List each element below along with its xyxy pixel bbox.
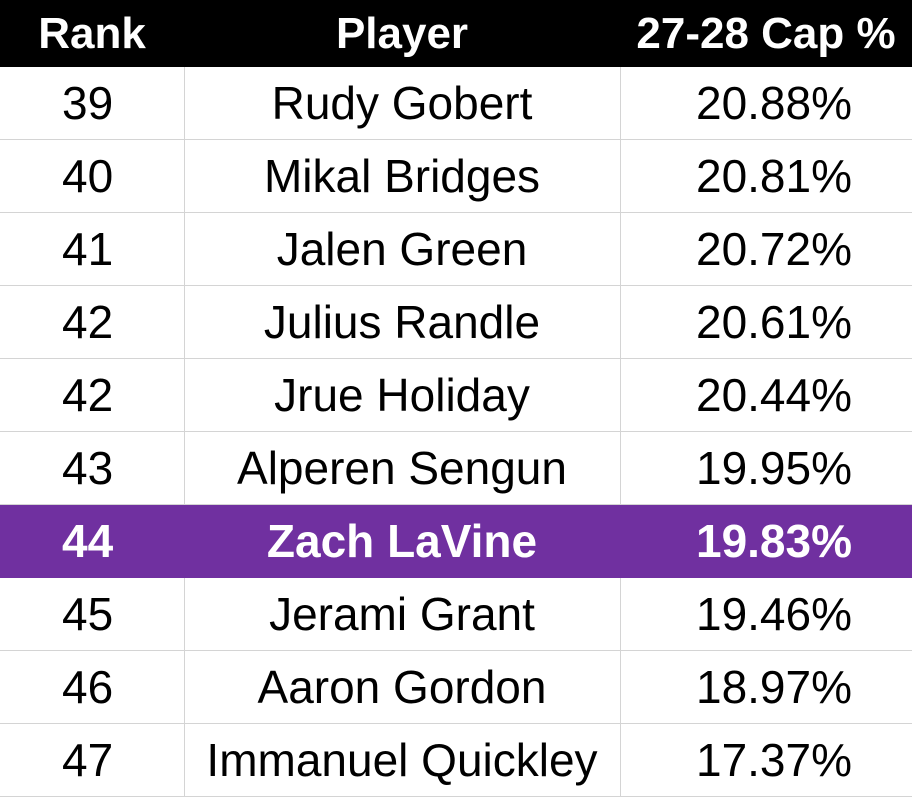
table-row[interactable]: 43 Alperen Sengun 19.95%: [0, 431, 912, 505]
player-cell[interactable]: Aaron Gordon: [184, 650, 621, 724]
rank-cell[interactable]: 44: [0, 504, 185, 578]
table-row[interactable]: 42 Julius Randle 20.61%: [0, 285, 912, 359]
rank-cell[interactable]: 42: [0, 358, 185, 432]
table-row[interactable]: 41 Jalen Green 20.72%: [0, 212, 912, 286]
table-row-highlighted[interactable]: 44 Zach LaVine 19.83%: [0, 504, 912, 578]
cap-percent-cell[interactable]: 18.97%: [620, 650, 912, 724]
table-row[interactable]: 47 Immanuel Quickley 17.37%: [0, 723, 912, 797]
header-cap-percent[interactable]: 27-28 Cap %: [620, 0, 912, 67]
cap-percent-cell[interactable]: 20.88%: [620, 67, 912, 140]
table-row[interactable]: 42 Jrue Holiday 20.44%: [0, 358, 912, 432]
header-player[interactable]: Player: [184, 0, 620, 67]
player-cell[interactable]: Zach LaVine: [184, 504, 621, 578]
rank-cell[interactable]: 40: [0, 139, 185, 213]
cap-percent-cell[interactable]: 19.95%: [620, 431, 912, 505]
rank-cell[interactable]: 42: [0, 285, 185, 359]
rank-cell[interactable]: 47: [0, 723, 185, 797]
rank-cell[interactable]: 46: [0, 650, 185, 724]
player-cell[interactable]: Julius Randle: [184, 285, 621, 359]
cap-percent-cell[interactable]: 20.61%: [620, 285, 912, 359]
table-row[interactable]: 46 Aaron Gordon 18.97%: [0, 650, 912, 724]
player-cell[interactable]: Alperen Sengun: [184, 431, 621, 505]
table-row[interactable]: 40 Mikal Bridges 20.81%: [0, 139, 912, 213]
header-rank[interactable]: Rank: [0, 0, 184, 67]
table-header: Rank Player 27-28 Cap %: [0, 0, 912, 67]
rank-cell[interactable]: 45: [0, 577, 185, 651]
table-row[interactable]: 39 Rudy Gobert 20.88%: [0, 67, 912, 140]
cap-percent-cell[interactable]: 17.37%: [620, 723, 912, 797]
player-cell[interactable]: Jalen Green: [184, 212, 621, 286]
table-body: 39 Rudy Gobert 20.88% 40 Mikal Bridges 2…: [0, 67, 912, 797]
player-cell[interactable]: Mikal Bridges: [184, 139, 621, 213]
cap-percent-cell[interactable]: 19.83%: [620, 504, 912, 578]
player-cell[interactable]: Jerami Grant: [184, 577, 621, 651]
rank-cell[interactable]: 41: [0, 212, 185, 286]
player-cell[interactable]: Immanuel Quickley: [184, 723, 621, 797]
header-row: Rank Player 27-28 Cap %: [0, 0, 912, 67]
cap-percent-cell[interactable]: 20.44%: [620, 358, 912, 432]
player-cell[interactable]: Rudy Gobert: [184, 67, 621, 140]
rank-cell[interactable]: 39: [0, 67, 185, 140]
table-row[interactable]: 45 Jerami Grant 19.46%: [0, 577, 912, 651]
player-cell[interactable]: Jrue Holiday: [184, 358, 621, 432]
cap-percent-cell[interactable]: 20.72%: [620, 212, 912, 286]
cap-percent-cell[interactable]: 19.46%: [620, 577, 912, 651]
cap-percent-cell[interactable]: 20.81%: [620, 139, 912, 213]
rank-cell[interactable]: 43: [0, 431, 185, 505]
